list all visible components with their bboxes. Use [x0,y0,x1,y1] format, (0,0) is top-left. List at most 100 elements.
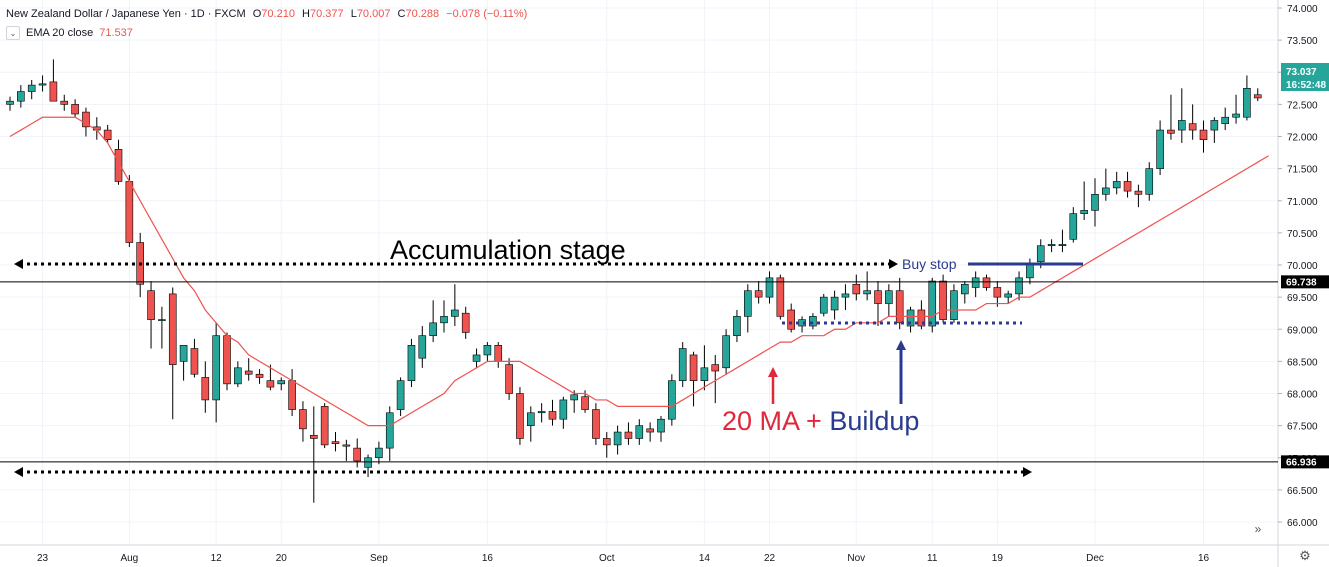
candle-down [71,99,79,118]
candle-up [451,284,459,327]
candle-down [190,338,199,378]
collapse-legend-button[interactable]: ⌄ [6,26,20,40]
price-tick-label: 71.500 [1287,165,1318,176]
candle-up [722,329,730,375]
indicator-label: EMA 20 close [26,27,94,39]
scroll-to-latest-icon[interactable]: » [1254,522,1262,536]
candle-down [917,300,926,330]
candle-up [1243,75,1251,121]
candle-up [635,419,644,445]
candle-down [1199,120,1208,153]
buildup-arrow-icon [896,340,906,404]
candle-down [787,303,796,333]
candle-up [212,322,220,423]
symbol-title: New Zealand Dollar / Japanese Yen · 1D ·… [6,8,246,20]
price-tick-label: 68.000 [1287,390,1318,401]
candle-up [809,313,817,330]
candle-down [516,387,524,445]
candle-up [863,271,871,301]
time-tick-label: 22 [764,553,776,564]
candle-up [960,281,969,304]
time-axis[interactable]: 23 Aug 12 20 Sep 16 Oct 14 22 Nov 11 19 Dec 16 [37,553,1210,564]
candle-up [17,85,25,108]
candle-up [27,79,36,100]
candle-down [266,364,275,391]
candle-down [592,403,600,445]
candle-down [309,406,318,503]
candle-down [1123,171,1132,198]
indicator-legend[interactable]: ⌄ EMA 20 close 71.537 [6,26,133,40]
ohlc-high: H70.377 [302,8,344,20]
price-change: −0.078 (−0.11%) [446,8,528,20]
candle-down [895,277,904,330]
candle-up [1069,207,1078,243]
ohlc-close: C70.288 [397,8,440,20]
ma-buildup-label: 20 MA + Buildup [722,406,919,436]
time-tick-label: Oct [599,553,615,564]
accumulation-range-arrow-top [14,259,898,269]
candle-up [1221,107,1229,131]
candle-up [277,377,286,391]
candle-up [396,377,405,416]
ohlc-low: L70.007 [350,8,391,20]
candle-up [733,309,741,343]
candle-up [1156,120,1164,176]
candle-up [429,300,437,343]
candle-up [906,306,915,333]
candle-down [754,281,763,304]
candle-up [743,284,752,333]
candle-down [255,369,264,384]
candle-up [885,284,893,317]
candle-up [678,342,687,388]
candle-up [1178,88,1186,143]
candle-up [526,406,535,442]
upper-level-tag: 69.738 [1281,275,1329,289]
gear-icon[interactable]: ⚙ [1299,548,1311,563]
candle-up [830,290,839,320]
candle-up [657,415,665,442]
candle-up [1112,171,1121,195]
grid-lines [0,0,1278,545]
current-price-tag: 73.037 16:52:48 [1281,63,1329,91]
candle-down [168,287,177,420]
price-tick-label: 73.500 [1287,36,1318,47]
price-tick-label: 66.500 [1287,486,1318,497]
candle-up [234,361,242,388]
candle-up [385,406,394,461]
candle-up [1232,94,1240,124]
candles [6,59,1262,503]
price-tick-label: 71.000 [1287,197,1318,208]
candle-up [179,345,188,381]
candle-up [1015,271,1023,301]
candle-down [353,438,362,468]
candle-up [472,348,481,368]
candle-down [147,281,155,349]
candle-up [483,342,492,362]
accumulation-stage-label: Accumulation stage [390,235,626,265]
lower-level-value: 66.936 [1286,457,1317,468]
candle-down [244,358,253,381]
price-tick-label: 72.000 [1287,133,1318,144]
ema-20-line [9,116,1269,427]
candle-down [223,332,231,391]
candle-up [1047,239,1056,253]
buildup-label: Buildup [829,406,919,436]
ohlc-open: O70.210 [252,8,295,20]
current-price: 73.037 [1286,67,1317,78]
candle-down [711,354,720,404]
time-tick-label: Aug [120,553,138,564]
candle-down [1253,88,1262,102]
candle-down [1167,94,1175,140]
time-tick-label: 20 [276,553,288,564]
candle-down [103,124,112,143]
candle-up [559,396,568,429]
time-tick-label: 19 [992,553,1004,564]
candle-down [320,403,329,449]
candle-down [49,59,58,102]
candle-down [299,401,307,442]
candle-down [1134,184,1143,208]
candle-down [494,342,503,368]
symbol-legend[interactable]: New Zealand Dollar / Japanese Yen · 1D ·… [6,8,527,20]
candle-up [38,75,47,92]
